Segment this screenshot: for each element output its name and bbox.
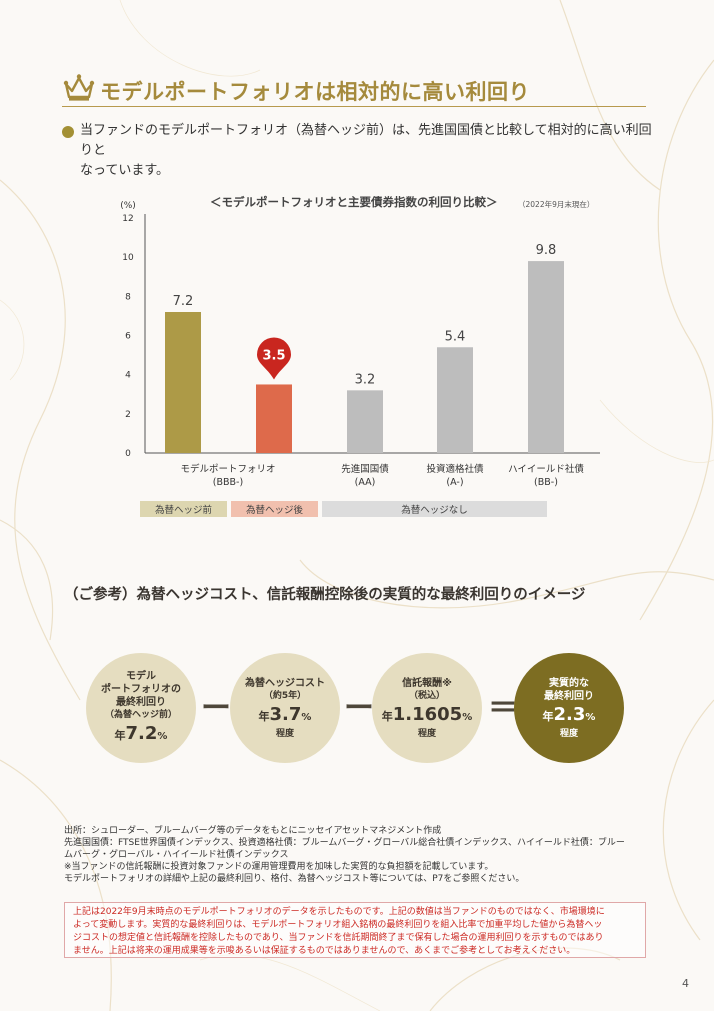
- hedge-tag: [231, 501, 318, 517]
- circle-sublabel: （約5年）: [263, 690, 307, 701]
- y-tick-label: 0: [125, 449, 131, 459]
- bar: [437, 347, 473, 453]
- y-tick-label: 4: [125, 371, 131, 381]
- circle-label: 信託報酬※: [402, 677, 452, 689]
- source-notes: 出所：シュローダー、ブルームバーグ等のデータをもとにニッセイアセットマネジメント…: [64, 825, 664, 885]
- hedge-tag-label: 為替ヘッジ前: [155, 504, 212, 516]
- bar-value-label: 7.2: [173, 294, 194, 309]
- circle-label: 最終利回り: [116, 696, 166, 708]
- disclaimer-box: 上記は2022年9月末時点のモデルポートフォリオのデータを示したものです。上記の…: [64, 902, 646, 958]
- category-label: (A-): [446, 477, 463, 488]
- minus-operator: ー: [201, 691, 231, 726]
- source-line: モデルポートフォリオの詳細や上記の最終利回り、格付、為替ヘッジコスト等については…: [64, 874, 525, 884]
- circle-label: 実質的な: [549, 677, 589, 689]
- circle-value: 年7.2%: [114, 722, 168, 744]
- y-tick-label: 6: [125, 332, 131, 342]
- hedge-tag-label: 為替ヘッジなし: [401, 504, 468, 516]
- category-label: モデルポートフォリオ: [180, 463, 275, 475]
- circle-hedge-cost: 為替ヘッジコスト （約5年） 年3.7% 程度: [230, 653, 340, 763]
- chart-title: ＜モデルポートフォリオと主要債券指数の利回り比較＞: [210, 195, 498, 209]
- circle-value: 年1.1605%: [381, 703, 473, 725]
- bar-value-label: 3.5: [262, 348, 285, 363]
- title-divider: [62, 106, 646, 107]
- circle-label: モデル: [126, 670, 156, 682]
- circle-net-yield: 実質的な 最終利回り 年2.3% 程度: [514, 653, 624, 763]
- circle-label: 為替ヘッジコスト: [245, 677, 325, 689]
- source-line: 先進国国債：FTSE世界国債インデックス、投資適格社債：ブルームバーグ・グローバ…: [64, 838, 625, 848]
- circle-label: 最終利回り: [544, 690, 594, 702]
- circle-tail: 程度: [417, 728, 436, 739]
- hedge-tag-label: 為替ヘッジ後: [246, 504, 304, 516]
- circle-tail: 程度: [559, 728, 578, 739]
- bar-value-label: 9.8: [536, 243, 557, 258]
- y-tick-label: 12: [122, 214, 133, 224]
- bullet-icon: [62, 126, 74, 138]
- hedge-tag: [322, 501, 547, 517]
- bar: [528, 261, 564, 453]
- circle-label: ポートフォリオの: [101, 683, 181, 695]
- source-line: 出所：シュローダー、ブルームバーグ等のデータをもとにニッセイアセットマネジメント…: [64, 826, 442, 836]
- circle-sublabel: （税込）: [408, 690, 445, 701]
- category-label: (BB-): [534, 477, 558, 488]
- category-label: 先進国国債: [341, 463, 389, 475]
- y-tick-label: 10: [122, 253, 134, 263]
- chart-date: （2022年9月末現在）: [518, 200, 595, 209]
- equals-operator: ＝: [488, 691, 518, 726]
- y-tick-label: 8: [125, 292, 131, 302]
- bar: [165, 312, 201, 453]
- lead-text: 当ファンドのモデルポートフォリオ（為替ヘッジ前）は、先進国国債と比較して相対的に…: [80, 121, 660, 181]
- category-label: (AA): [355, 477, 376, 488]
- bar-value-label: 3.2: [355, 372, 376, 387]
- category-label: (BBB-): [213, 477, 243, 488]
- bar: [347, 390, 383, 453]
- disclaimer-line: ません。上記は将来の運用成果等を示唆あるいは保証するものではありませんので、あく…: [73, 946, 576, 956]
- category-label: ハイイールド社債: [508, 463, 584, 475]
- category-label: 投資適格社債: [426, 463, 484, 475]
- y-tick-label: 2: [125, 410, 131, 420]
- disclaimer-line: 上記は2022年9月末時点のモデルポートフォリオのデータを示したものです。上記の…: [73, 907, 605, 917]
- circle-tail: 程度: [275, 728, 294, 739]
- bar-value-label: 5.4: [445, 329, 466, 344]
- value-pin: [257, 337, 291, 380]
- disclaimer-line: よって変動します。実質的な最終利回りは、モデルポートフォリオ組入銘柄の最終利回り…: [73, 920, 603, 930]
- reference-title: （ご参考）為替ヘッジコスト、信託報酬控除後の実質的な最終利回りのイメージ: [64, 587, 586, 603]
- circle-value: 年3.7%: [258, 703, 312, 725]
- y-axis-unit: (%): [120, 201, 136, 211]
- lead-line: なっています。: [80, 163, 170, 178]
- minus-operator: ー: [344, 691, 374, 726]
- crown-icon: [63, 74, 95, 101]
- source-line: ムバーグ・グローバル・ハイイールド社債インデックス: [64, 850, 289, 860]
- circle-sublabel: （為替ヘッジ前）: [104, 709, 177, 720]
- circle-value: 年2.3%: [542, 703, 596, 725]
- bar: [256, 384, 292, 453]
- page-title: モデルポートフォリオは相対的に高い利回り: [100, 80, 530, 104]
- disclaimer-line: ジコストの想定値と信託報酬を控除したものであり、当ファンドを信託期間終了まで保有…: [73, 933, 604, 943]
- circle-trust-fee: 信託報酬※ （税込） 年1.1605% 程度: [372, 653, 482, 763]
- circle-model-yield: モデル ポートフォリオの 最終利回り （為替ヘッジ前） 年7.2%: [86, 653, 196, 763]
- source-line: ※当ファンドの信託報酬に投資対象ファンドの運用管理費用を加味した実質的な負担額を…: [64, 862, 494, 872]
- lead-line: 当ファンドのモデルポートフォリオ（為替ヘッジ前）は、先進国国債と比較して相対的に…: [80, 123, 652, 158]
- bar-chart: (%) 0 2 4 6 8 10 12 7.2 3.5 3.2 5.4 9.8 モデルポートフォリオ (BB…: [120, 201, 600, 517]
- hedge-tag: [140, 501, 227, 517]
- page-number: 4: [682, 977, 689, 990]
